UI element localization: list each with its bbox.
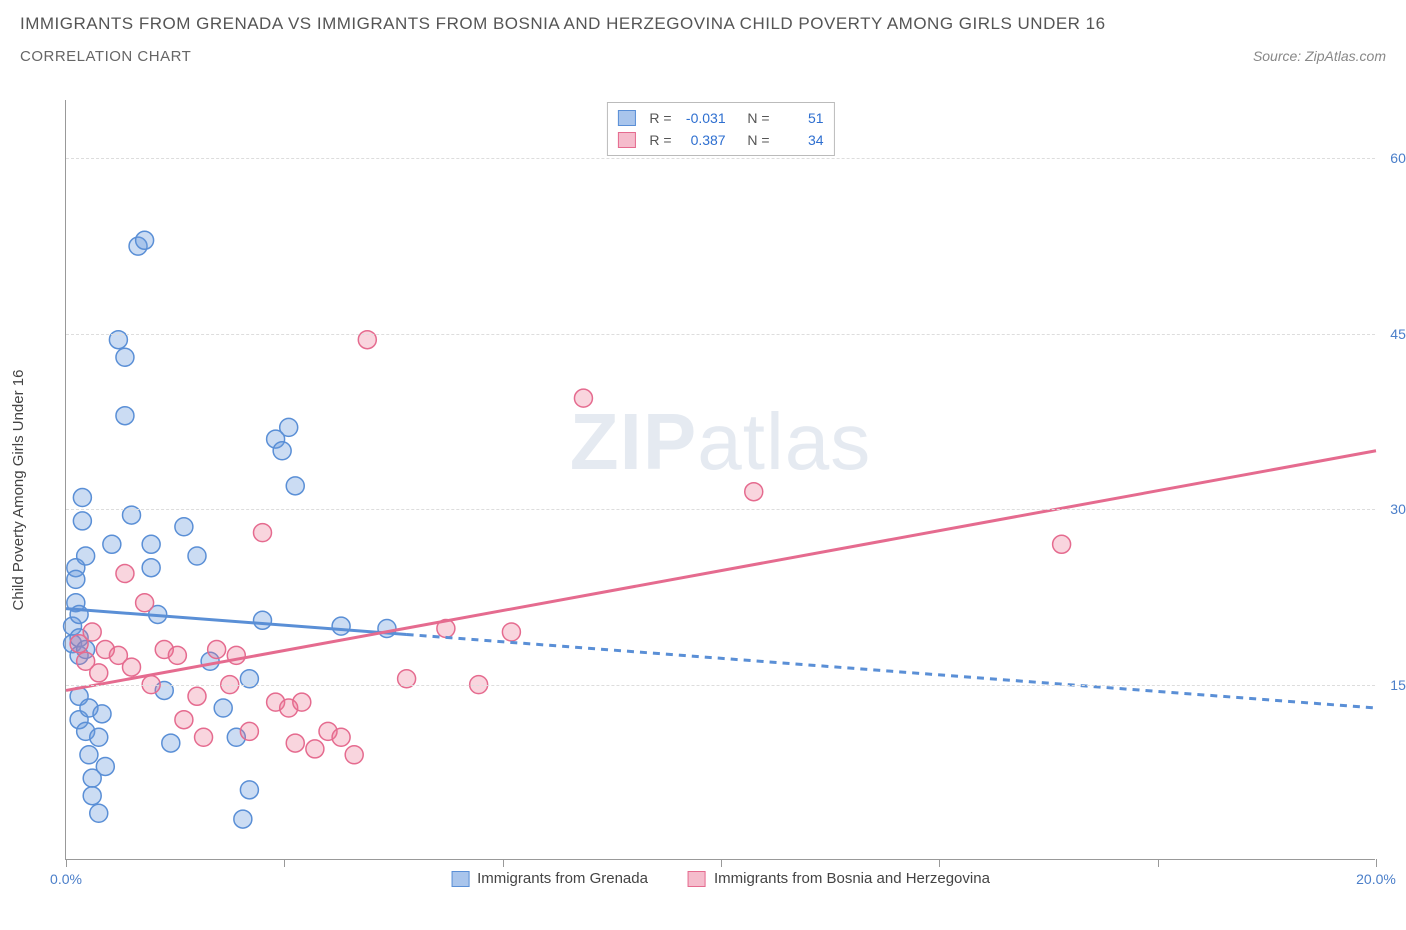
grid-line bbox=[66, 685, 1375, 686]
x-tick bbox=[66, 859, 67, 867]
n-label: N = bbox=[740, 107, 770, 129]
data-point bbox=[175, 518, 193, 536]
y-tick-label: 15.0% bbox=[1380, 677, 1406, 693]
legend-swatch-a bbox=[617, 110, 635, 126]
data-point bbox=[1053, 535, 1071, 553]
y-tick-label: 45.0% bbox=[1380, 326, 1406, 342]
data-point bbox=[83, 787, 101, 805]
data-point bbox=[240, 722, 258, 740]
data-point bbox=[574, 389, 592, 407]
data-point bbox=[90, 728, 108, 746]
data-point bbox=[90, 664, 108, 682]
data-point bbox=[168, 646, 186, 664]
legend-series: Immigrants from Grenada Immigrants from … bbox=[451, 870, 990, 887]
grid-line bbox=[66, 158, 1375, 159]
trend-line bbox=[407, 634, 1376, 708]
data-point bbox=[116, 407, 134, 425]
data-point bbox=[73, 489, 91, 507]
series-a-name: Immigrants from Grenada bbox=[477, 870, 648, 887]
legend-item-b: Immigrants from Bosnia and Herzegovina bbox=[688, 870, 990, 887]
grid-line bbox=[66, 334, 1375, 335]
data-point bbox=[116, 348, 134, 366]
data-point bbox=[67, 570, 85, 588]
source-label: Source: ZipAtlas.com bbox=[1253, 48, 1386, 64]
data-point bbox=[502, 623, 520, 641]
data-point bbox=[123, 658, 141, 676]
x-tick bbox=[1158, 859, 1159, 867]
data-point bbox=[142, 559, 160, 577]
x-tick bbox=[284, 859, 285, 867]
y-tick-label: 30.0% bbox=[1380, 501, 1406, 517]
data-point bbox=[77, 547, 95, 565]
data-point bbox=[188, 687, 206, 705]
x-tick-label: 20.0% bbox=[1356, 871, 1396, 887]
n-label: N = bbox=[740, 129, 770, 151]
trend-line bbox=[66, 609, 407, 635]
data-point bbox=[273, 442, 291, 460]
data-point bbox=[345, 746, 363, 764]
grid-line bbox=[66, 509, 1375, 510]
page-title: IMMIGRANTS FROM GRENADA VS IMMIGRANTS FR… bbox=[20, 14, 1386, 34]
data-point bbox=[116, 565, 134, 583]
data-point bbox=[332, 728, 350, 746]
data-point bbox=[80, 746, 98, 764]
data-point bbox=[142, 535, 160, 553]
chart-container: Child Poverty Among Girls Under 16 ZIPat… bbox=[20, 90, 1386, 910]
legend-item-a: Immigrants from Grenada bbox=[451, 870, 648, 887]
r-value-b: 0.387 bbox=[680, 129, 726, 151]
data-point bbox=[195, 728, 213, 746]
r-value-a: -0.031 bbox=[680, 107, 726, 129]
data-point bbox=[90, 804, 108, 822]
x-tick-label: 0.0% bbox=[50, 871, 82, 887]
data-point bbox=[254, 611, 272, 629]
data-point bbox=[293, 693, 311, 711]
data-point bbox=[254, 524, 272, 542]
data-point bbox=[240, 781, 258, 799]
data-point bbox=[162, 734, 180, 752]
r-label: R = bbox=[649, 107, 671, 129]
data-point bbox=[93, 705, 111, 723]
data-point bbox=[214, 699, 232, 717]
data-point bbox=[208, 641, 226, 659]
data-point bbox=[306, 740, 324, 758]
data-point bbox=[73, 512, 91, 530]
legend-swatch-b bbox=[617, 132, 635, 148]
data-point bbox=[280, 418, 298, 436]
legend-correlation: R = -0.031 N = 51 R = 0.387 N = 34 bbox=[606, 102, 834, 156]
data-point bbox=[745, 483, 763, 501]
data-point bbox=[188, 547, 206, 565]
data-point bbox=[175, 711, 193, 729]
legend-row-a: R = -0.031 N = 51 bbox=[617, 107, 823, 129]
data-point bbox=[286, 734, 304, 752]
data-point bbox=[332, 617, 350, 635]
scatter-plot bbox=[66, 100, 1375, 859]
x-tick bbox=[721, 859, 722, 867]
data-point bbox=[136, 594, 154, 612]
series-b-name: Immigrants from Bosnia and Herzegovina bbox=[714, 870, 990, 887]
x-tick bbox=[503, 859, 504, 867]
legend-row-b: R = 0.387 N = 34 bbox=[617, 129, 823, 151]
data-point bbox=[286, 477, 304, 495]
chart-subtitle: CORRELATION CHART bbox=[20, 48, 191, 65]
legend-swatch-a bbox=[451, 871, 469, 887]
legend-swatch-b bbox=[688, 871, 706, 887]
y-axis-label: Child Poverty Among Girls Under 16 bbox=[10, 370, 27, 611]
x-tick bbox=[939, 859, 940, 867]
data-point bbox=[234, 810, 252, 828]
x-tick bbox=[1376, 859, 1377, 867]
trend-line bbox=[66, 451, 1376, 691]
data-point bbox=[136, 231, 154, 249]
data-point bbox=[96, 757, 114, 775]
r-label: R = bbox=[649, 129, 671, 151]
data-point bbox=[83, 623, 101, 641]
data-point bbox=[103, 535, 121, 553]
plot-area: ZIPatlas R = -0.031 N = 51 R = 0.387 N =… bbox=[65, 100, 1375, 860]
n-value-a: 51 bbox=[778, 107, 824, 129]
n-value-b: 34 bbox=[778, 129, 824, 151]
y-tick-label: 60.0% bbox=[1380, 150, 1406, 166]
